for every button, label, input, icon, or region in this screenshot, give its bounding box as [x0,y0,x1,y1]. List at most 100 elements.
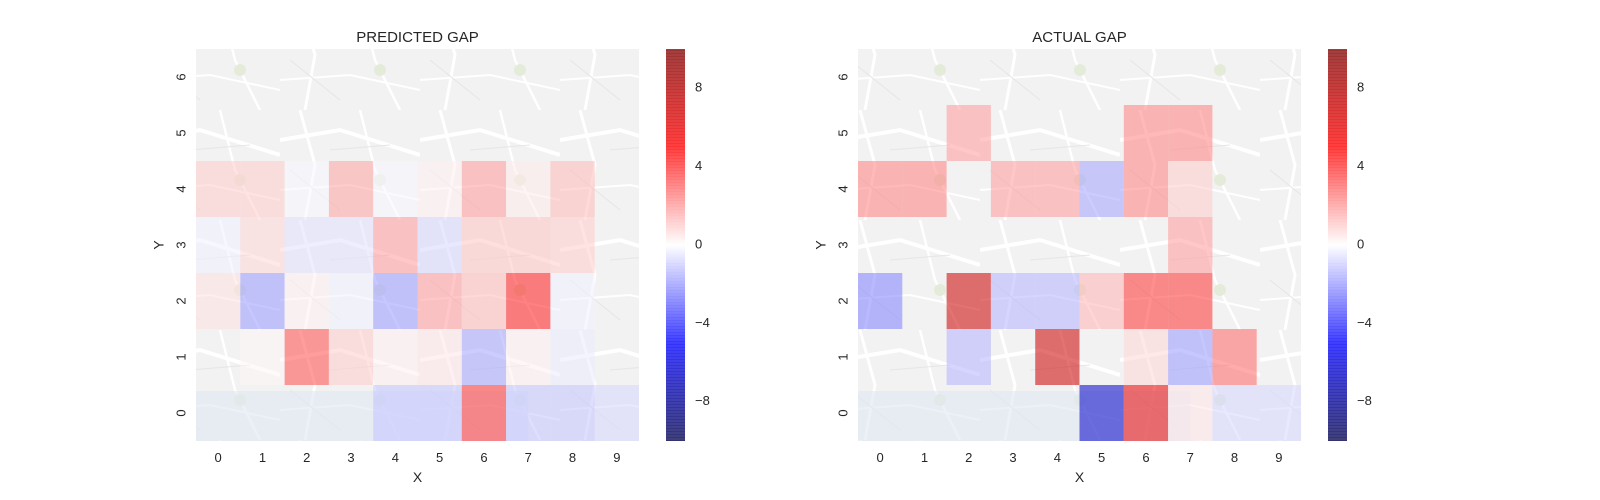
heatmap-cell-7-4 [1168,161,1213,217]
colorbar-tick-label: 8 [1357,80,1364,95]
heatmap-cell-1-3 [240,217,285,273]
colorbar-tick-label: −8 [1357,393,1372,408]
heatmap-cell-8-0 [1212,385,1257,441]
y-tick-label: 1 [173,353,188,360]
heatmap-cell-3-1 [328,329,374,385]
heatmap-cell-6-1 [1123,329,1169,385]
x-tick-label: 2 [965,450,972,465]
x-tick-label: 5 [436,450,443,465]
heatmap-cell-7-3 [1168,217,1213,273]
heatmap-cell-4-2 [373,273,418,329]
heatmap-cell-7-3 [506,217,551,273]
heatmap-cell-2-1 [284,329,329,385]
heatmap-cell-7-2 [506,273,551,329]
heatmap-cell-4-3 [373,217,418,273]
heatmap-cell-3-2 [990,273,1036,329]
x-tick-label: 2 [303,450,310,465]
heatmap-cell-5-4 [1079,161,1124,217]
y-tick-label: 4 [835,185,850,192]
heatmap-cell-8-2 [550,273,595,329]
heatmap-cell-5-3 [417,217,462,273]
x-tick-label: 6 [1142,450,1149,465]
colorbar [1328,49,1347,441]
y-tick-label: 3 [835,241,850,248]
colorbar-tick-label: −4 [1357,315,1372,330]
heatmap-cell-1-1 [240,329,285,385]
heatmap-cell-6-0 [1123,385,1169,441]
heatmap-cell-7-0 [506,385,551,441]
y-tick-label: 5 [173,129,188,136]
colorbar-tick-label: 0 [695,236,702,251]
y-axis-label: Y [813,240,829,250]
x-tick-label: 6 [480,450,487,465]
heatmap-cell-2-5 [946,105,991,161]
y-tick-label: 0 [835,409,850,416]
heatmap-chart-0: PREDICTED GAP 0 1 2 3 4 5 6 7 8 9 X 0 1 2 3 4 5 6 Y −8 −4 0 4 8 [151,29,710,485]
colorbar [666,49,685,441]
y-tick-label: 6 [173,73,188,80]
heatmap-cell-2-2 [946,273,991,329]
heatmap-cell-6-5 [1123,105,1169,161]
heatmap-chart-1: ACTUAL GAP 0 1 2 3 4 5 6 7 8 9 X 0 1 2 3 4 5 6 Y −8 −4 0 4 8 [813,29,1372,485]
heatmap-cell-1-4 [240,161,285,217]
heatmap-cell-8-1 [550,329,595,385]
heatmap-cell-7-2 [1168,273,1213,329]
chart-title: PREDICTED GAP [356,29,479,46]
heatmap-cell-5-0 [1079,385,1124,441]
x-tick-label: 8 [569,450,576,465]
heatmap-cell-6-2 [461,273,507,329]
heatmap-cell-9-0 [594,385,639,441]
x-tick-label: 1 [921,450,928,465]
heatmap-cell-6-4 [461,161,507,217]
x-tick-label: 8 [1231,450,1238,465]
x-axis-label: X [1075,469,1085,485]
heatmap-cell-2-1 [946,329,991,385]
heatmap-cell-4-1 [373,329,418,385]
y-tick-label: 1 [835,353,850,360]
x-tick-label: 3 [1009,450,1016,465]
heatmap-cell-2-4 [284,161,329,217]
x-tick-label: 4 [392,450,399,465]
heatmap-cell-0-4 [196,161,241,217]
x-tick-label: 9 [1275,450,1282,465]
heatmap-cell-1-4 [902,161,947,217]
heatmap-cell-4-4 [1035,161,1080,217]
heatmap-cell-6-3 [461,217,507,273]
heatmap-cell-5-4 [417,161,462,217]
y-tick-label: 6 [835,73,850,80]
colorbar-tick-label: −4 [695,315,710,330]
colorbar-tick-label: 4 [695,158,702,173]
heatmap-cell-9-0 [1256,385,1301,441]
x-axis-label: X [413,469,423,485]
x-tick-label: 9 [613,450,620,465]
y-tick-label: 5 [835,129,850,136]
heatmap-cell-0-2 [858,273,903,329]
y-tick-label: 2 [835,297,850,304]
heatmap-cell-3-4 [328,161,374,217]
heatmap-cell-8-1 [1212,329,1257,385]
heatmap-cell-3-2 [328,273,374,329]
heatmap-cell-4-2 [1035,273,1080,329]
x-tick-label: 3 [347,450,354,465]
heatmap-cell-2-2 [284,273,329,329]
heatmap-cell-6-1 [461,329,507,385]
y-tick-label: 4 [173,185,188,192]
heatmap-cell-7-4 [506,161,551,217]
heatmap-cell-5-1 [417,329,462,385]
heatmap-cell-0-2 [196,273,241,329]
heatmap-cell-4-1 [1035,329,1080,385]
heatmap-cell-7-5 [1168,105,1213,161]
chart-title: ACTUAL GAP [1032,29,1126,46]
heatmap-cell-8-0 [550,385,595,441]
heatmap-cell-8-4 [550,161,595,217]
heatmap-cell-7-1 [1168,329,1213,385]
heatmap-cell-7-0 [1168,385,1213,441]
y-tick-label: 0 [173,409,188,416]
y-axis-label: Y [151,240,167,250]
x-tick-label: 0 [215,450,222,465]
heatmap-cell-6-4 [1123,161,1169,217]
heatmap-cell-6-2 [1123,273,1169,329]
heatmap-cell-7-1 [506,329,551,385]
heatmap-cell-0-3 [196,217,241,273]
